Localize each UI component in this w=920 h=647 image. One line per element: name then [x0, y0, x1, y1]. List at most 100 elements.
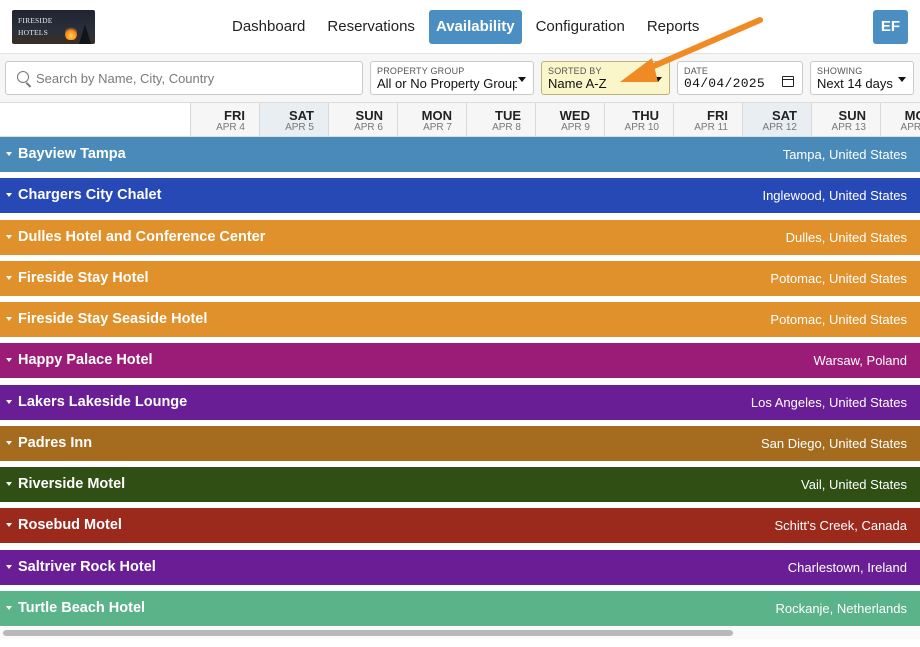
day-of-week: MON	[421, 108, 452, 123]
nav-availability[interactable]: Availability	[428, 10, 522, 44]
showing-caption: SHOWING	[817, 66, 863, 76]
day-date: APR 13	[831, 122, 866, 133]
day-of-week: SUN	[838, 108, 866, 123]
day-date: APR 14	[900, 122, 920, 133]
expand-chevron-icon[interactable]	[6, 193, 12, 198]
search-icon	[17, 71, 29, 83]
property-row[interactable]: Chargers City Chalet Inglewood, United St…	[0, 178, 920, 214]
property-name: Dulles Hotel and Conference Center	[18, 228, 266, 245]
day-column-header: FRI APR 4	[191, 103, 260, 136]
day-date: APR 7	[423, 122, 452, 133]
day-column-header: SUN APR 13	[812, 103, 881, 136]
day-of-week: SUN	[355, 108, 383, 123]
property-name: Fireside Stay Hotel	[18, 269, 149, 286]
day-column-header: WED APR 9	[536, 103, 605, 136]
sorted-by-select[interactable]: SORTED BY Name A-Z	[541, 61, 670, 95]
sorted-by-value: Name A-Z	[548, 76, 607, 91]
expand-chevron-icon[interactable]	[6, 317, 12, 321]
nav-reservations[interactable]: Reservations	[327, 18, 415, 35]
day-of-week: SAT	[771, 108, 797, 123]
day-column-header: THU APR 10	[605, 103, 674, 136]
property-row[interactable]: Happy Palace Hotel Warsaw, Poland	[0, 343, 920, 379]
property-location: Warsaw, Poland	[813, 353, 907, 369]
fireside-hotels-logo[interactable]: FIRESIDE HOTELS	[12, 10, 95, 44]
property-group-select[interactable]: PROPERTY GROUP All or No Property Group	[370, 61, 534, 95]
date-value: 04/04/2025	[684, 76, 766, 91]
chevron-down-icon	[518, 77, 526, 82]
user-avatar[interactable]: EF	[873, 10, 908, 44]
search-box[interactable]	[5, 61, 363, 95]
day-date: APR 9	[561, 122, 590, 133]
search-input[interactable]	[36, 62, 356, 94]
scrollbar-thumb[interactable]	[3, 630, 733, 636]
property-row[interactable]: Fireside Stay Seaside Hotel Potomac, Unit…	[0, 302, 920, 337]
property-name: Fireside Stay Seaside Hotel	[18, 311, 208, 327]
property-location: Tampa, United States	[782, 147, 907, 162]
expand-chevron-icon[interactable]	[6, 275, 12, 280]
expand-chevron-icon[interactable]	[6, 399, 12, 404]
property-row[interactable]: Turtle Beach Hotel Rockanje, Netherlands	[0, 590, 920, 626]
day-of-week: MON	[904, 108, 920, 123]
nav-dashboard[interactable]: Dashboard	[232, 18, 306, 35]
day-of-week: TUE	[495, 108, 521, 123]
expand-chevron-icon[interactable]	[6, 523, 12, 528]
chevron-down-icon	[898, 77, 906, 82]
day-column-header: SAT APR 5	[260, 103, 329, 136]
day-date: APR 6	[354, 122, 383, 133]
filter-bar: PROPERTY GROUP All or No Property Group …	[0, 54, 920, 102]
property-location: Rockanje, Netherlands	[775, 600, 907, 616]
tree-icon	[79, 24, 91, 44]
horizontal-scrollbar[interactable]	[0, 627, 920, 639]
property-location: Inglewood, United States	[762, 188, 907, 204]
day-column-header: SAT APR 12	[743, 103, 812, 136]
property-group-caption: PROPERTY GROUP	[377, 66, 465, 76]
property-location: Vail, United States	[801, 477, 907, 492]
day-column-header: SUN APR 6	[329, 103, 398, 136]
property-name: Saltriver Rock Hotel	[18, 558, 156, 575]
property-row[interactable]: Rosebud Motel Schitt's Creek, Canada	[0, 508, 920, 544]
property-row[interactable]: Lakers Lakeside Lounge Los Angeles, Unite…	[0, 384, 920, 420]
property-name: Happy Palace Hotel	[18, 352, 153, 369]
property-name: Riverside Motel	[18, 476, 126, 492]
property-row[interactable]: Fireside Stay Hotel Potomac, United State…	[0, 260, 920, 296]
property-location: Schitt's Creek, Canada	[774, 518, 907, 534]
property-location: Potomac, United States	[770, 312, 907, 327]
property-name: Turtle Beach Hotel	[18, 599, 146, 616]
property-name: Chargers City Chalet	[18, 187, 162, 204]
expand-chevron-icon[interactable]	[6, 440, 12, 445]
property-row[interactable]: Bayview Tampa Tampa, United States	[0, 137, 920, 172]
day-of-week: SAT	[288, 108, 314, 123]
day-date: APR 5	[285, 122, 314, 133]
expand-chevron-icon[interactable]	[6, 564, 12, 569]
showing-select[interactable]: SHOWING Next 14 days	[810, 61, 914, 95]
property-row[interactable]: Saltriver Rock Hotel Charlestown, Ireland	[0, 549, 920, 585]
date-caption: DATE	[684, 66, 709, 76]
property-group-value: All or No Property Group	[377, 76, 517, 91]
property-row[interactable]: Riverside Motel Vail, United States	[0, 467, 920, 502]
logo-line-2: HOTELS	[18, 28, 48, 37]
date-picker[interactable]: DATE 04/04/2025	[677, 61, 803, 95]
nav-reports[interactable]: Reports	[646, 18, 700, 35]
expand-chevron-icon[interactable]	[6, 482, 12, 486]
day-date: APR 11	[694, 122, 728, 133]
expand-chevron-icon[interactable]	[6, 358, 12, 363]
campfire-icon	[65, 26, 77, 40]
expand-chevron-icon[interactable]	[6, 234, 12, 239]
property-location: Dulles, United States	[785, 229, 907, 245]
expand-chevron-icon[interactable]	[6, 152, 12, 156]
property-row[interactable]: Padres Inn San Diego, United States	[0, 425, 920, 461]
property-row[interactable]: Dulles Hotel and Conference Center Dulles…	[0, 219, 920, 255]
day-of-week: FRI	[707, 108, 728, 123]
day-date: APR 8	[492, 122, 521, 133]
day-date: APR 4	[216, 122, 245, 133]
day-of-week: FRI	[224, 108, 245, 123]
day-column-header: MON APR 7	[398, 103, 467, 136]
property-location: Los Angeles, United States	[750, 394, 907, 410]
date-header-row: FRI APR 4 SAT APR 5 SUN APR 6 MON APR 7 TUE APR 8…	[0, 102, 920, 137]
calendar-icon[interactable]	[782, 76, 794, 87]
expand-chevron-icon[interactable]	[6, 605, 12, 610]
sorted-by-caption: SORTED BY	[548, 66, 602, 76]
logo-line-1: FIRESIDE	[18, 16, 53, 25]
nav-configuration[interactable]: Configuration	[535, 18, 625, 35]
